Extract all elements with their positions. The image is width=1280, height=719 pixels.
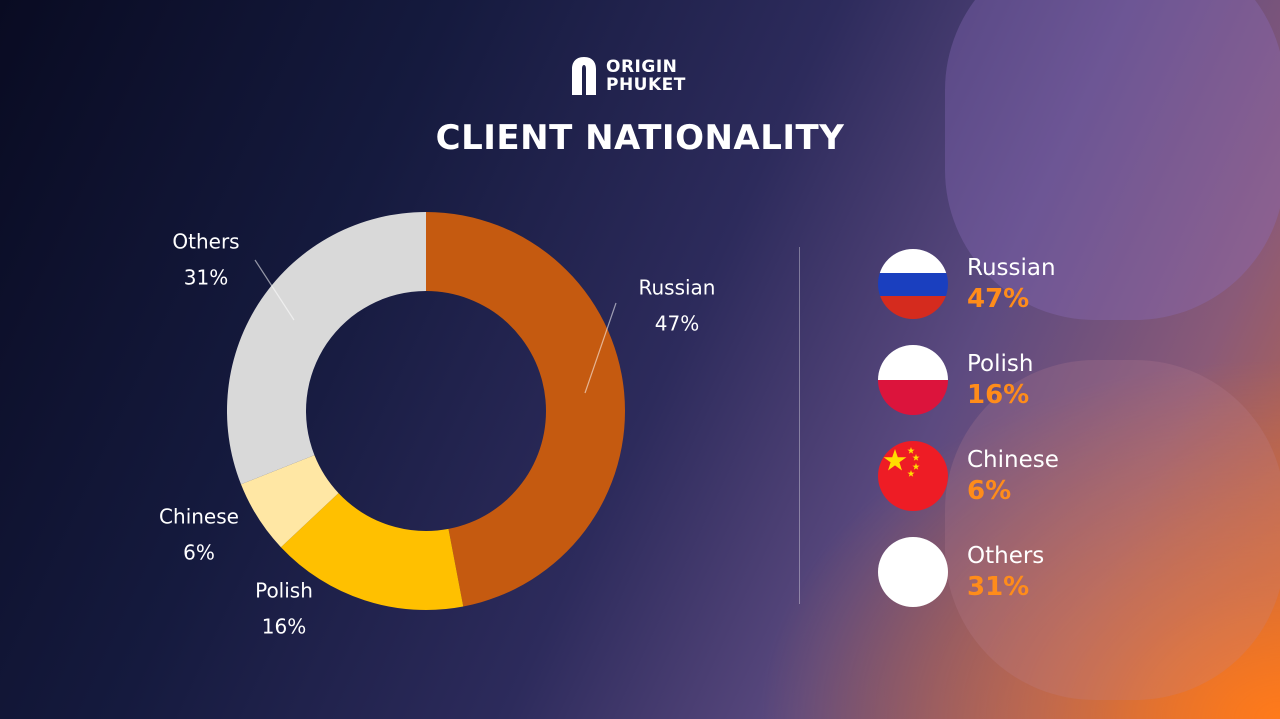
legend-item-chinese: Chinese 6% [878, 441, 1059, 511]
origin-phuket-logo: ORIGIN PHUKET [570, 55, 686, 97]
legend-percent: 31% [967, 572, 1030, 602]
legend-item-russian: Russian 47% [878, 249, 1056, 319]
legend-percent: 6% [967, 476, 1012, 506]
background-shape-top [945, 0, 1280, 320]
slice-label-chinese: Chinese [159, 505, 239, 529]
slice-label-russian: Russian [638, 276, 715, 300]
divider [799, 247, 800, 604]
donut-slice-polish [280, 493, 464, 610]
slice-value-others: 31% [184, 266, 228, 290]
legend-label: Chinese [967, 447, 1059, 473]
origin-logo-icon [572, 57, 596, 95]
legend-label: Others [967, 543, 1045, 569]
legend-percent: 16% [967, 380, 1030, 410]
legend-label: Polish [967, 351, 1034, 377]
slice-label-others: Others [172, 230, 239, 254]
russia-flag-icon [878, 249, 948, 319]
leader-line-russian [584, 302, 617, 394]
logo-line-1: ORIGIN [606, 57, 678, 77]
donut-slice-others [226, 212, 426, 485]
slice-value-russian: 47% [655, 312, 699, 336]
slice-label-polish: Polish [255, 579, 313, 603]
slice-value-chinese: 6% [183, 541, 215, 565]
background-shape-bottom [945, 360, 1280, 700]
slice-value-polish: 16% [262, 615, 306, 639]
page-title: CLIENT NATIONALITY [435, 118, 845, 158]
legend-item-others: Others 31% [878, 537, 1044, 607]
poland-flag-icon [878, 345, 948, 415]
legend-label: Russian [967, 255, 1056, 281]
china-flag-icon [878, 441, 948, 511]
leader-line-others [254, 259, 295, 321]
logo-line-2: PHUKET [606, 75, 686, 95]
legend-percent: 47% [967, 284, 1030, 314]
legend-item-polish: Polish 16% [878, 345, 1033, 415]
donut-slice-chinese [240, 455, 339, 548]
donut-slice-russian [426, 212, 626, 607]
blank-white-circle-icon [878, 537, 948, 607]
